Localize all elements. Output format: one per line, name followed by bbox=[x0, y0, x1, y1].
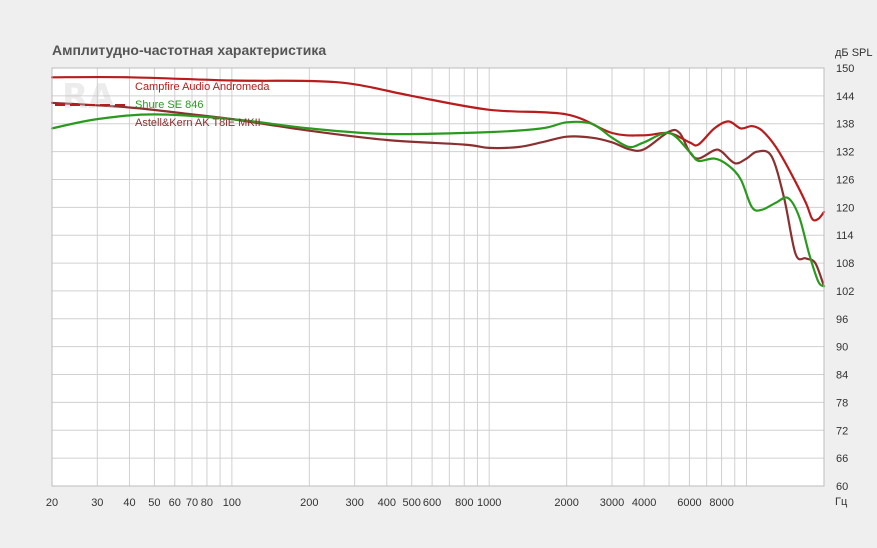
x-tick-label: 1000 bbox=[477, 497, 501, 509]
svg-text:RA: RA bbox=[62, 77, 115, 117]
legend-entry-shure: Shure SE 846 bbox=[135, 99, 204, 111]
y-tick-label: 132 bbox=[836, 147, 854, 159]
x-tick-label: 80 bbox=[201, 497, 213, 509]
y-tick-label: 126 bbox=[836, 174, 854, 186]
legend-entry-astell: Astell&Kern AK T8iE MKII bbox=[135, 117, 261, 129]
x-tick-label: 100 bbox=[223, 497, 241, 509]
x-tick-label: 50 bbox=[148, 497, 160, 509]
watermark-logo: RA bbox=[62, 77, 115, 117]
x-tick-label: 3000 bbox=[600, 497, 624, 509]
series-line-andromeda bbox=[50, 75, 826, 222]
y-unit-label: дБ SPL bbox=[835, 47, 873, 59]
y-tick-label: 60 bbox=[836, 481, 848, 493]
x-tick-label: 800 bbox=[455, 497, 473, 509]
x-tick-label: 6000 bbox=[677, 497, 701, 509]
x-tick-label: 60 bbox=[169, 497, 181, 509]
legend: RA Campfire Audio Andromeda Shure SE 846… bbox=[55, 77, 270, 129]
y-tick-label: 114 bbox=[836, 230, 854, 242]
plot-border bbox=[51, 67, 825, 487]
y-tick-label: 78 bbox=[836, 397, 848, 409]
y-tick-label: 138 bbox=[836, 119, 854, 131]
y-tick-label: 72 bbox=[836, 425, 848, 437]
y-tick-label: 84 bbox=[836, 370, 848, 382]
y-tick-label: 108 bbox=[836, 258, 854, 270]
x-tick-label: 4000 bbox=[632, 497, 656, 509]
x-tick-label: 200 bbox=[300, 497, 318, 509]
series-line-shure bbox=[50, 113, 826, 288]
x-tick-label: 500 bbox=[403, 497, 421, 509]
x-tick-label: 2000 bbox=[554, 497, 578, 509]
y-tick-label: 150 bbox=[836, 63, 854, 75]
x-tick-label: 30 bbox=[91, 497, 103, 509]
x-tick-label: 20 bbox=[46, 497, 58, 509]
series-layer bbox=[50, 75, 826, 288]
x-tick-label: 70 bbox=[186, 497, 198, 509]
plot-area bbox=[52, 68, 824, 486]
legend-entry-andromeda: Campfire Audio Andromeda bbox=[135, 81, 270, 93]
axes: 20 30 40 50 60 70 80 100 200 300 400 500 600 800 1000 2… bbox=[46, 63, 854, 509]
chart-title: Амплитудно-частотная характеристика bbox=[52, 42, 326, 58]
x-tick-label: 8000 bbox=[709, 497, 733, 509]
x-tick-label: 40 bbox=[123, 497, 135, 509]
series-line-astell bbox=[50, 101, 826, 288]
y-tick-label: 144 bbox=[836, 91, 854, 103]
x-tick-label: 600 bbox=[423, 497, 441, 509]
x-tick-label: 400 bbox=[378, 497, 396, 509]
y-tick-label: 90 bbox=[836, 342, 848, 354]
x-tick-label: 300 bbox=[345, 497, 363, 509]
x-unit-label: Гц bbox=[835, 496, 848, 508]
y-tick-label: 66 bbox=[836, 453, 848, 465]
y-tick-label: 96 bbox=[836, 314, 848, 326]
y-tick-label: 120 bbox=[836, 202, 854, 214]
y-tick-label: 102 bbox=[836, 286, 854, 298]
